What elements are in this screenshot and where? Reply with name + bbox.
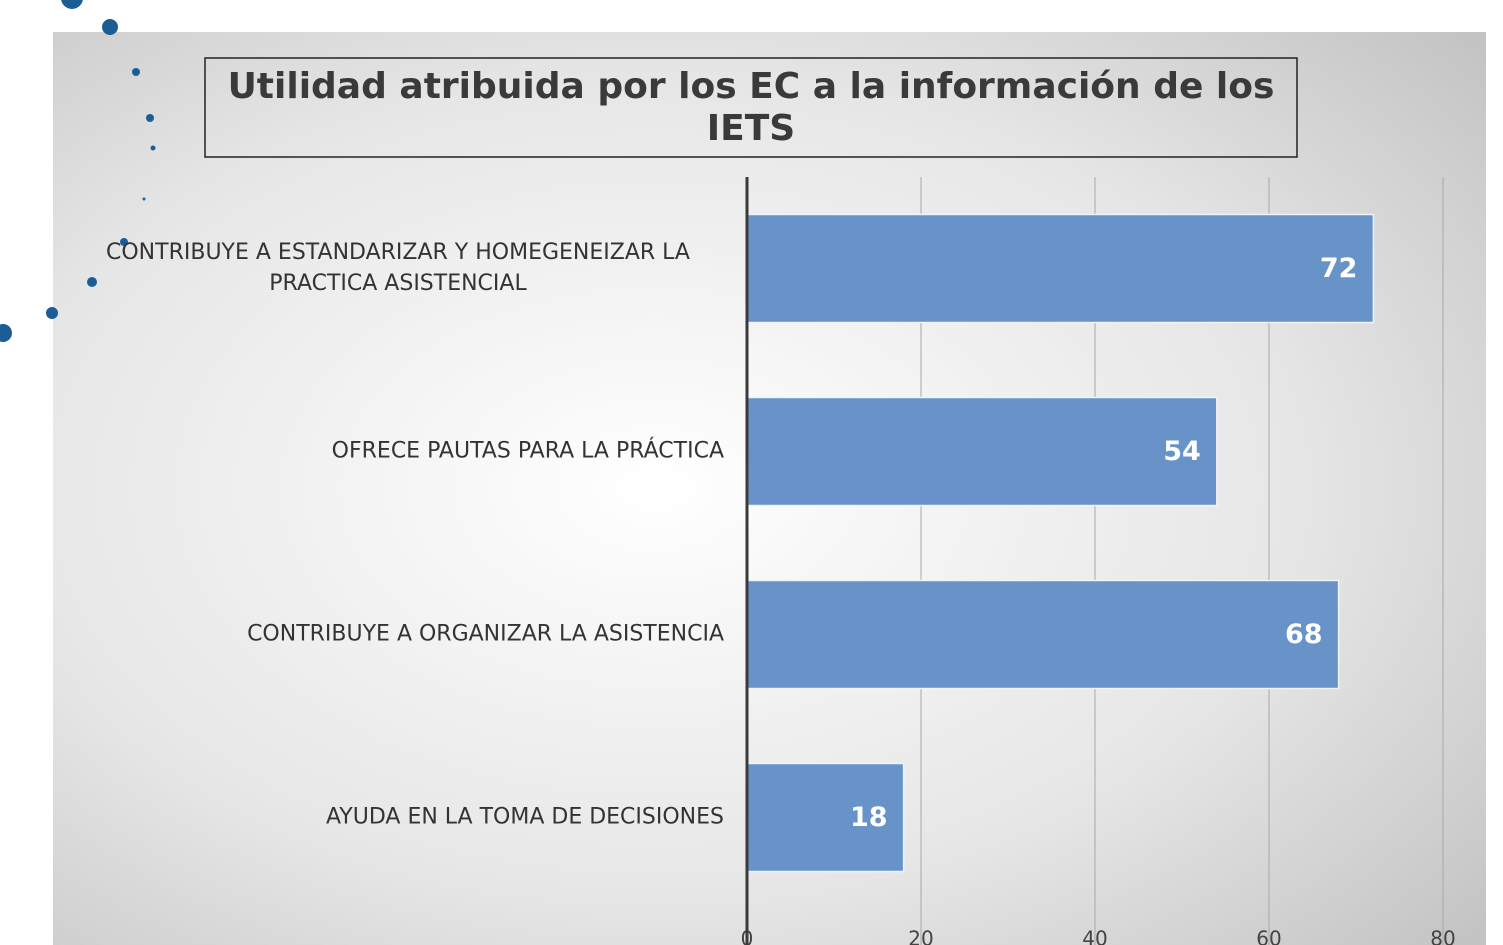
data-label: 72 (1320, 253, 1358, 284)
chart-title: Utilidad atribuida por los EC a la infor… (228, 66, 1275, 149)
y-tick-label: AYUDA EN LA TOMA DE DECISIONES (326, 805, 724, 830)
data-label: 18 (850, 802, 888, 833)
x-tick-label: 80 (1430, 927, 1455, 945)
decoration-dots (0, 0, 156, 342)
data-label: 68 (1285, 619, 1323, 650)
x-tick-label: 60 (1256, 927, 1281, 945)
title-box (204, 57, 1298, 158)
data-label: 54 (1163, 436, 1201, 467)
bar (746, 762, 905, 873)
y-tick-label: OFRECE PAUTAS PARA LA PRÁCTICA (332, 438, 724, 464)
y-tick-label: CONTRIBUYE A ORGANIZAR LA ASISTENCIA (247, 622, 724, 647)
y-tick-label: CONTRIBUYE A ESTANDARIZAR Y HOMEGENEIZAR… (106, 240, 690, 296)
x-tick-label: 20 (908, 927, 933, 945)
x-tick-label: 40 (1082, 927, 1107, 945)
bar (746, 213, 1375, 324)
bar (746, 396, 1218, 507)
bar (746, 579, 1340, 690)
